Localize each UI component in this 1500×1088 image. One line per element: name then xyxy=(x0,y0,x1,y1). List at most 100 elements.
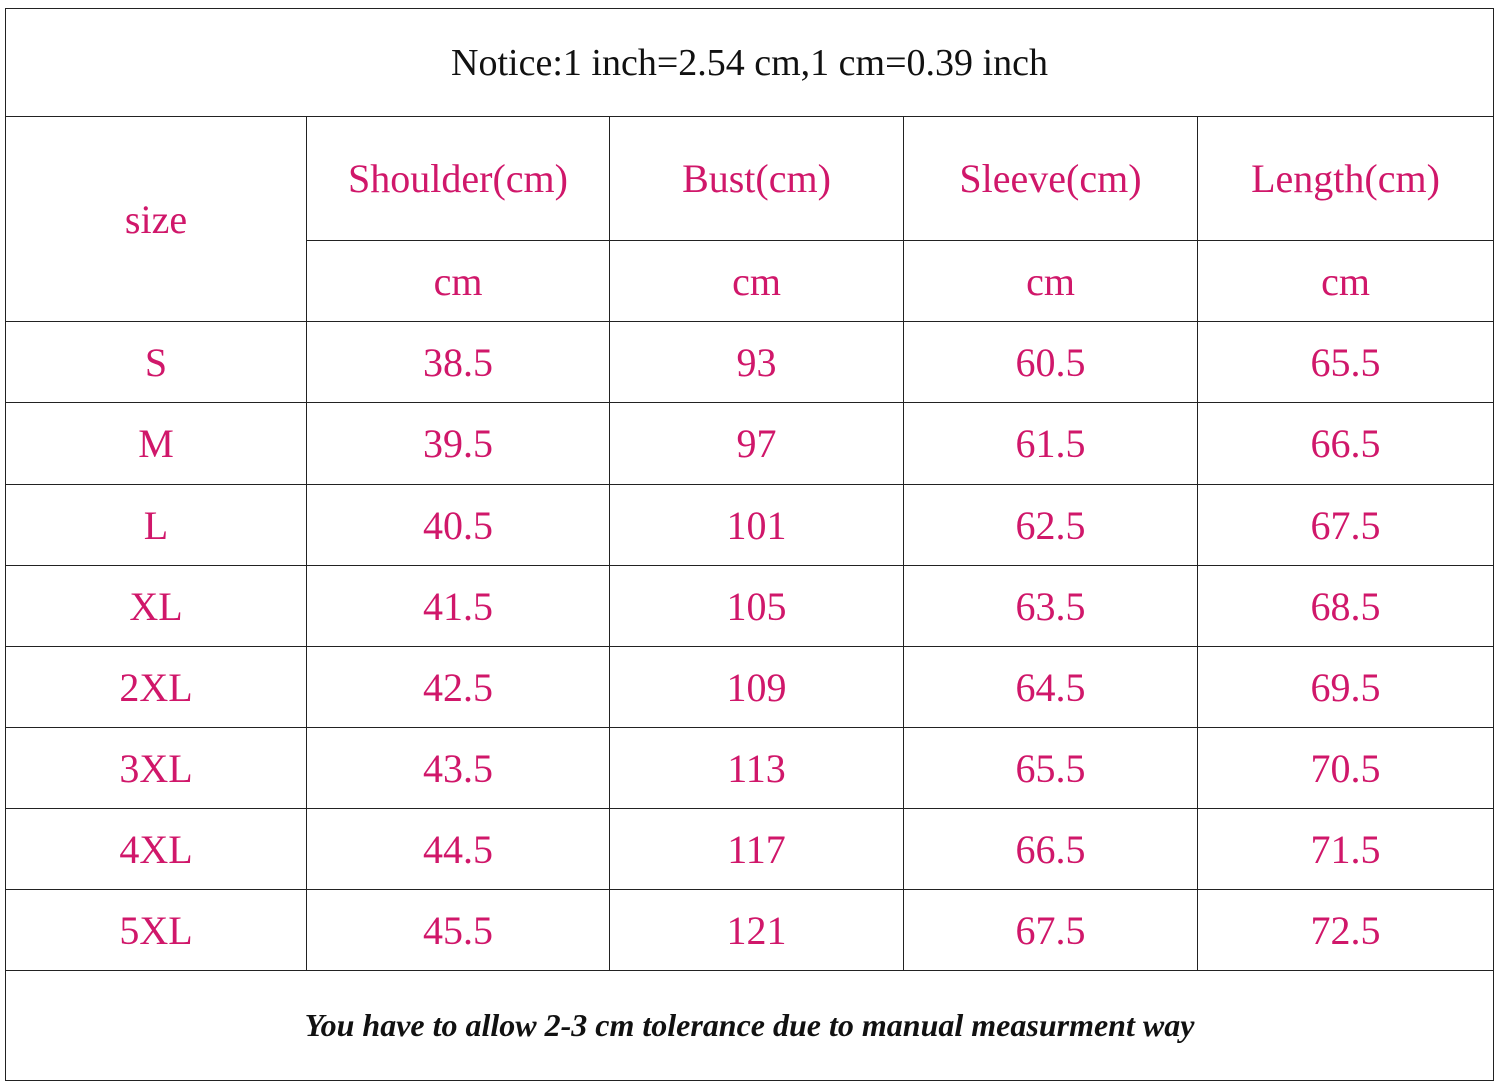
value-cell-text: 42.5 xyxy=(423,664,493,710)
value-cell-text: 67.5 xyxy=(1015,907,1086,953)
value-cell: 65.5 xyxy=(1197,321,1494,403)
value-cell-text: 38.5 xyxy=(423,339,493,385)
value-cell: 42.5 xyxy=(306,646,610,728)
unit: cm xyxy=(306,240,610,322)
value-cell-text: 70.5 xyxy=(1310,745,1381,791)
size-cell: L xyxy=(5,484,307,566)
value-cell-text: 109 xyxy=(726,664,787,710)
value-cell: 45.5 xyxy=(306,889,610,971)
value-cell-text: 41.5 xyxy=(423,583,493,629)
value-cell-text: 68.5 xyxy=(1310,583,1381,629)
column-header: Bust(cm) xyxy=(609,116,904,241)
size-cell: XL xyxy=(5,565,307,647)
value-cell: 67.5 xyxy=(1197,484,1494,566)
size-cell-text: 3XL xyxy=(119,745,193,791)
value-cell: 121 xyxy=(609,889,904,971)
size-cell: S xyxy=(5,321,307,403)
value-cell-text: 63.5 xyxy=(1015,583,1086,629)
column-header-text: Length(cm) xyxy=(1251,156,1440,201)
value-cell-text: 40.5 xyxy=(423,502,493,548)
footer-note-text: You have to allow 2-3 cm tolerance due t… xyxy=(304,1007,1195,1043)
value-cell: 38.5 xyxy=(306,321,610,403)
size-cell-text: L xyxy=(143,502,169,548)
value-cell: 105 xyxy=(609,565,904,647)
value-cell-text: 65.5 xyxy=(1015,745,1086,791)
value-cell: 72.5 xyxy=(1197,889,1494,971)
value-cell: 68.5 xyxy=(1197,565,1494,647)
unit: cm xyxy=(903,240,1198,322)
unit-text: cm xyxy=(732,258,781,304)
value-cell-text: 121 xyxy=(726,907,787,953)
notice: Notice:1 inch=2.54 cm,1 cm=0.39 inch xyxy=(5,8,1494,117)
value-cell-text: 62.5 xyxy=(1015,502,1086,548)
value-cell-text: 101 xyxy=(726,502,787,548)
value-cell-text: 66.5 xyxy=(1015,826,1086,872)
unit: cm xyxy=(609,240,904,322)
unit-text: cm xyxy=(1321,258,1370,304)
value-cell-text: 64.5 xyxy=(1015,664,1086,710)
value-cell: 67.5 xyxy=(903,889,1198,971)
value-cell: 69.5 xyxy=(1197,646,1494,728)
value-cell: 64.5 xyxy=(903,646,1198,728)
value-cell: 62.5 xyxy=(903,484,1198,566)
size-header: size xyxy=(5,116,307,322)
size-cell-text: M xyxy=(138,421,174,466)
value-cell: 41.5 xyxy=(306,565,610,647)
value-cell: 63.5 xyxy=(903,565,1198,647)
value-cell: 101 xyxy=(609,484,904,566)
value-cell: 40.5 xyxy=(306,484,610,566)
value-cell-text: 66.5 xyxy=(1310,421,1381,466)
value-cell: 66.5 xyxy=(1197,402,1494,485)
value-cell-text: 71.5 xyxy=(1310,826,1381,872)
value-cell: 109 xyxy=(609,646,904,728)
value-cell: 61.5 xyxy=(903,402,1198,485)
size-cell: 4XL xyxy=(5,808,307,890)
unit-text: cm xyxy=(1026,258,1075,304)
size-cell: 3XL xyxy=(5,727,307,809)
size-cell-text: 2XL xyxy=(119,664,193,710)
size-cell: M xyxy=(5,402,307,485)
value-cell-text: 72.5 xyxy=(1310,907,1381,953)
value-cell-text: 43.5 xyxy=(423,745,493,791)
value-cell-text: 39.5 xyxy=(423,421,493,466)
column-header: Shoulder(cm) xyxy=(306,116,610,241)
column-header-text: Bust(cm) xyxy=(682,156,831,201)
value-cell-text: 97 xyxy=(736,421,777,466)
value-cell-text: 117 xyxy=(727,826,786,872)
value-cell-text: 61.5 xyxy=(1015,421,1086,466)
value-cell: 65.5 xyxy=(903,727,1198,809)
size-cell: 5XL xyxy=(5,889,307,971)
value-cell-text: 44.5 xyxy=(423,826,493,872)
column-header-text: Shoulder(cm) xyxy=(348,156,568,201)
value-cell-text: 67.5 xyxy=(1310,502,1381,548)
column-header: Length(cm) xyxy=(1197,116,1494,241)
notice-text: Notice:1 inch=2.54 cm,1 cm=0.39 inch xyxy=(451,41,1048,84)
value-cell-text: 65.5 xyxy=(1310,339,1381,385)
value-cell: 93 xyxy=(609,321,904,403)
size-cell-text: 4XL xyxy=(119,826,193,872)
size-cell-text: S xyxy=(144,339,168,385)
value-cell: 43.5 xyxy=(306,727,610,809)
value-cell-text: 105 xyxy=(726,583,787,629)
value-cell-text: 113 xyxy=(727,745,786,791)
value-cell-text: 60.5 xyxy=(1015,339,1086,385)
size-cell: 2XL xyxy=(5,646,307,728)
column-header: Sleeve(cm) xyxy=(903,116,1198,241)
value-cell: 70.5 xyxy=(1197,727,1494,809)
value-cell: 66.5 xyxy=(903,808,1198,890)
value-cell-text: 93 xyxy=(736,339,777,385)
value-cell: 44.5 xyxy=(306,808,610,890)
value-cell: 117 xyxy=(609,808,904,890)
size-cell-text: 5XL xyxy=(119,907,193,953)
value-cell: 60.5 xyxy=(903,321,1198,403)
value-cell: 71.5 xyxy=(1197,808,1494,890)
column-header-text: Sleeve(cm) xyxy=(959,156,1142,201)
unit: cm xyxy=(1197,240,1494,322)
size-cell-text: XL xyxy=(129,583,183,629)
value-cell: 113 xyxy=(609,727,904,809)
footer-note: You have to allow 2-3 cm tolerance due t… xyxy=(5,970,1494,1081)
value-cell: 97 xyxy=(609,402,904,485)
value-cell-text: 45.5 xyxy=(423,907,493,953)
value-cell: 39.5 xyxy=(306,402,610,485)
